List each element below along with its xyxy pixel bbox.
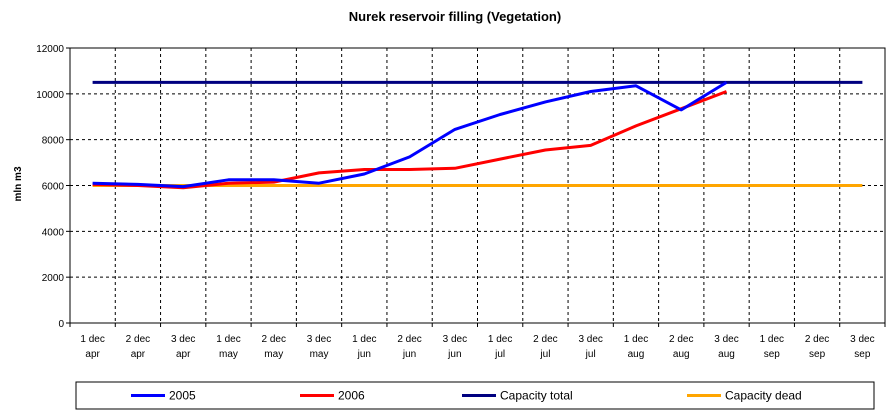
y-tick-label: 6000 (42, 182, 65, 193)
x-tick-label-month: sep (764, 349, 781, 360)
x-tick-label-month: jun (402, 349, 416, 360)
x-tick-label-month: jun (357, 349, 371, 360)
x-tick-label-month: sep (854, 349, 871, 360)
x-tick-label-month: aug (673, 349, 690, 360)
x-tick-label: 2 dec (805, 334, 829, 345)
legend-label-2006: 2006 (338, 389, 365, 403)
x-tick-label: 3 dec (171, 334, 195, 345)
legend-label-capacity-dead: Capacity dead (725, 389, 802, 403)
x-tick-label-month: apr (176, 349, 191, 360)
x-tick-label-month: apr (131, 349, 146, 360)
x-tick-label-month: apr (85, 349, 100, 360)
x-tick-label: 2 dec (397, 334, 421, 345)
x-tick-label-month: jul (585, 349, 596, 360)
x-tick-label: 1 dec (80, 334, 104, 345)
x-tick-label: 2 dec (262, 334, 286, 345)
series-line-2005 (92, 81, 728, 189)
x-tick-label-month: may (264, 349, 283, 360)
y-tick-label: 12000 (36, 44, 64, 55)
x-tick-label: 2 dec (669, 334, 693, 345)
y-axis-label: mln m3 (13, 166, 24, 201)
legend: 2005 2006 Capacity total Capacity dead (75, 381, 875, 410)
x-tick-label: 3 dec (714, 334, 738, 345)
x-tick-label-month: jun (447, 349, 461, 360)
series-line-2006 (92, 90, 728, 190)
x-tick-label: 3 dec (578, 334, 602, 345)
x-tick-label-month: sep (809, 349, 826, 360)
y-tick-label: 2000 (42, 273, 65, 284)
legend-label-2005: 2005 (169, 389, 196, 403)
x-tick-label: 2 dec (126, 334, 150, 345)
x-tick-label: 1 dec (216, 334, 240, 345)
y-tick-label: 4000 (42, 227, 65, 238)
x-tick-label: 1 dec (760, 334, 784, 345)
y-tick-label: 10000 (36, 90, 64, 101)
x-tick-label-month: jul (494, 349, 505, 360)
x-tick-label: 3 dec (443, 334, 467, 345)
y-tick-label: 8000 (42, 136, 65, 147)
legend-label-capacity-total: Capacity total (500, 389, 573, 403)
x-tick-label: 1 dec (352, 334, 376, 345)
x-tick-label-month: may (310, 349, 329, 360)
x-tick-label: 1 dec (624, 334, 648, 345)
x-tick-label: 1 dec (488, 334, 512, 345)
x-tick-label: 2 dec (533, 334, 557, 345)
y-tick-label: 0 (58, 319, 64, 330)
x-tick-label: 3 dec (307, 334, 331, 345)
x-tick-label-month: aug (628, 349, 645, 360)
chart-title: Nurek reservoir filling (Vegetation) (349, 9, 561, 24)
x-tick-label-month: may (219, 349, 238, 360)
x-tick-label: 3 dec (850, 334, 874, 345)
x-tick-label-month: aug (718, 349, 735, 360)
x-tick-label-month: jul (539, 349, 550, 360)
